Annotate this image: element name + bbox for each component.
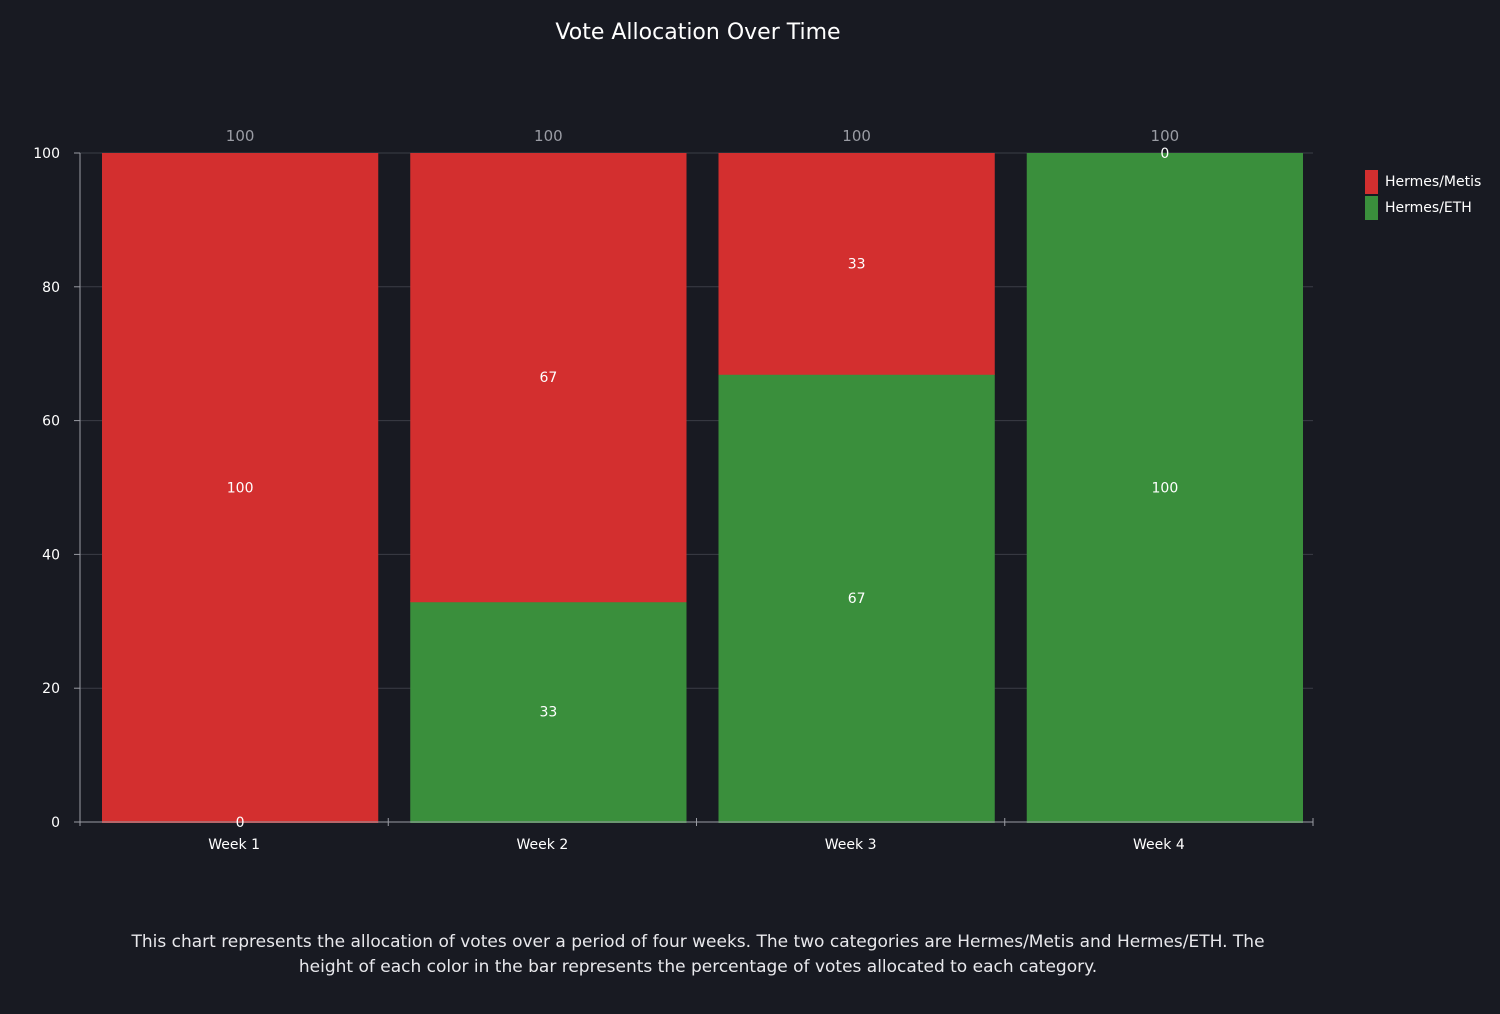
legend-swatch	[1365, 170, 1378, 194]
segment-value-label: 67	[848, 591, 866, 607]
bar-segment	[102, 153, 379, 823]
bar-segment	[1026, 153, 1303, 823]
legend-label: Hermes/ETH	[1385, 200, 1472, 216]
segment-value-label: 100	[1152, 481, 1179, 497]
y-tick-label: 80	[42, 280, 60, 296]
legend-label: Hermes/Metis	[1385, 174, 1482, 190]
bar-segment	[718, 373, 995, 823]
x-tick-label: Week 4	[1133, 837, 1185, 853]
x-tick-label: Week 3	[825, 837, 877, 853]
y-tick-label: 100	[33, 146, 60, 162]
x-tick-label: Week 1	[208, 837, 260, 853]
segment-value-label: 33	[539, 705, 557, 721]
y-tick-label: 40	[42, 547, 60, 563]
y-tick-label: 20	[42, 681, 60, 697]
segment-value-label: 0	[1160, 146, 1169, 162]
segment-value-label: 67	[539, 370, 557, 386]
bar-segment	[410, 153, 687, 603]
axes: 0 20 40 60 80 100 Week 1 Week 2 Week 3 Week 4	[33, 146, 1314, 853]
segment-value-label: 33	[848, 256, 866, 272]
legend-item: Hermes/Metis	[1365, 169, 1481, 195]
bar-segment	[410, 601, 687, 823]
legend-swatch	[1365, 196, 1378, 220]
legend: Hermes/Metis Hermes/ETH	[1365, 169, 1481, 221]
segment-value-label: 0	[236, 815, 245, 831]
bar-total-label: 100	[1151, 127, 1180, 145]
bar-total-label: 100	[226, 127, 255, 145]
y-tick-label: 0	[51, 815, 60, 831]
chart-caption: This chart represents the allocation of …	[131, 932, 1265, 977]
chart-title: Vote Allocation Over Time	[555, 20, 841, 45]
x-tick-label: Week 2	[517, 837, 569, 853]
bar-segment	[718, 153, 995, 375]
bar-total-label: 100	[842, 127, 871, 145]
y-tick-label: 60	[42, 414, 60, 430]
bars	[102, 153, 1303, 823]
legend-item: Hermes/ETH	[1365, 195, 1481, 221]
segment-value-label: 100	[227, 481, 254, 497]
bar-total-label: 100	[534, 127, 563, 145]
